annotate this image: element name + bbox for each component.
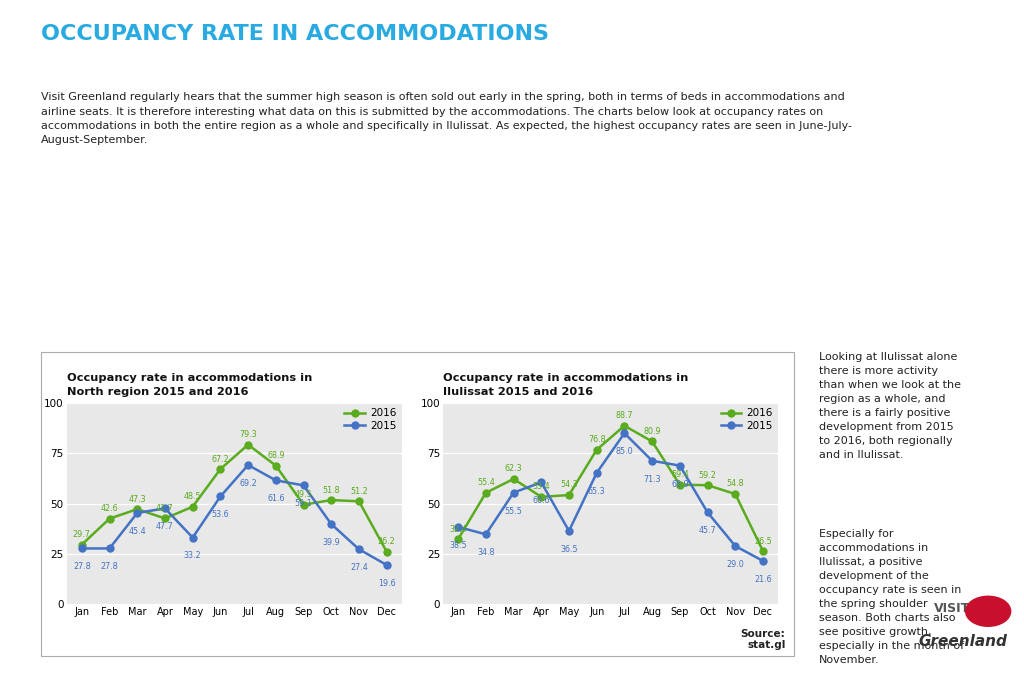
Text: 59.1: 59.1	[295, 499, 312, 508]
Text: 71.3: 71.3	[643, 475, 660, 484]
Text: 36.5: 36.5	[560, 545, 578, 554]
Text: Visit Greenland regularly hears that the summer high season is often sold out ea: Visit Greenland regularly hears that the…	[41, 92, 852, 145]
Text: 51.8: 51.8	[323, 486, 340, 494]
Text: 47.3: 47.3	[128, 494, 146, 503]
Text: Occupancy rate in accommodations in
North region 2015 and 2016: Occupancy rate in accommodations in Nort…	[67, 374, 312, 397]
Text: OCCUPANCY RATE IN ACCOMMODATIONS: OCCUPANCY RATE IN ACCOMMODATIONS	[41, 24, 549, 44]
Text: Especially for
accommodations in
Ilulissat, a positive
development of the
occupa: Especially for accommodations in Iluliss…	[819, 529, 965, 665]
Text: 51.2: 51.2	[350, 487, 368, 496]
Text: 47.7: 47.7	[156, 522, 174, 531]
Text: 60.6: 60.6	[532, 497, 550, 505]
Text: 38.5: 38.5	[450, 541, 467, 550]
Text: 55.5: 55.5	[505, 507, 522, 516]
Text: 27.8: 27.8	[100, 562, 119, 572]
Text: 27.4: 27.4	[350, 563, 368, 572]
Text: 32.4: 32.4	[450, 525, 467, 533]
Text: VISIT: VISIT	[934, 602, 971, 615]
Text: 68.9: 68.9	[671, 479, 689, 488]
Text: 26.5: 26.5	[754, 537, 772, 546]
Text: 69.2: 69.2	[240, 479, 257, 488]
Text: 29.7: 29.7	[73, 530, 91, 539]
Text: 45.7: 45.7	[698, 527, 717, 535]
Text: 45.4: 45.4	[128, 527, 146, 536]
Text: 88.7: 88.7	[615, 411, 633, 420]
Text: 29.0: 29.0	[726, 560, 744, 569]
Text: 34.8: 34.8	[477, 548, 495, 557]
Text: 76.8: 76.8	[588, 435, 605, 444]
Text: 55.4: 55.4	[477, 478, 495, 487]
Text: 42.6: 42.6	[100, 504, 119, 513]
Text: 26.2: 26.2	[378, 537, 395, 546]
Text: 49.5: 49.5	[295, 490, 312, 499]
Text: 85.0: 85.0	[615, 447, 633, 456]
Text: 80.9: 80.9	[643, 427, 660, 436]
Text: 62.3: 62.3	[505, 464, 522, 473]
Text: Occupancy rate in accommodations in
Ilulissat 2015 and 2016: Occupancy rate in accommodations in Ilul…	[442, 374, 688, 397]
Text: 48.5: 48.5	[184, 492, 202, 501]
Legend: 2016, 2015: 2016, 2015	[344, 408, 396, 431]
Text: 68.9: 68.9	[267, 451, 285, 460]
Text: 21.6: 21.6	[755, 575, 772, 584]
Text: 53.6: 53.6	[212, 510, 229, 519]
Text: 19.6: 19.6	[378, 579, 395, 588]
Text: 27.8: 27.8	[73, 562, 91, 572]
Text: 42.7: 42.7	[156, 504, 174, 513]
Text: 61.6: 61.6	[267, 494, 285, 503]
Text: 67.2: 67.2	[212, 454, 229, 464]
Text: 65.3: 65.3	[588, 487, 605, 496]
Text: 59.4: 59.4	[671, 470, 689, 479]
Text: Source:
stat.gl: Source: stat.gl	[740, 628, 785, 650]
Text: Greenland: Greenland	[919, 634, 1007, 649]
Text: 54.8: 54.8	[726, 479, 744, 488]
Text: 53.4: 53.4	[532, 482, 550, 491]
Text: 39.9: 39.9	[323, 538, 340, 547]
Text: 79.3: 79.3	[240, 430, 257, 439]
Text: Looking at Ilulissat alone
there is more activity
than when we look at the
regio: Looking at Ilulissat alone there is more…	[819, 352, 962, 460]
Text: 33.2: 33.2	[184, 551, 202, 561]
Text: 59.2: 59.2	[698, 471, 717, 479]
Legend: 2016, 2015: 2016, 2015	[721, 408, 773, 431]
Text: 54.3: 54.3	[560, 481, 578, 490]
